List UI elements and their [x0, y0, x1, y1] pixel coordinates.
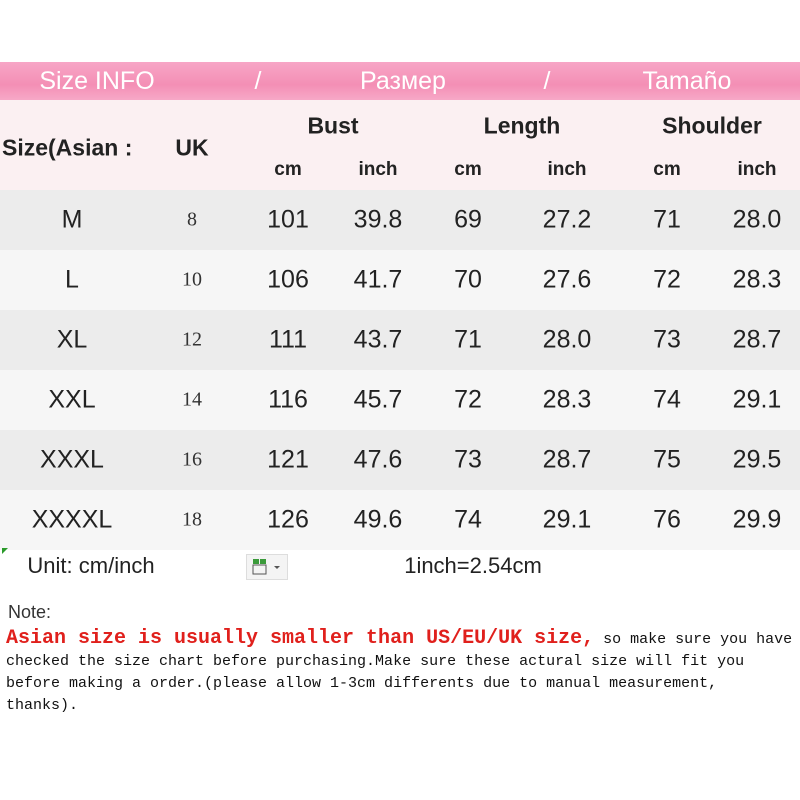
value-cell: 28.3 — [542, 385, 592, 414]
table-row: XXXL 16 121 47.6 73 28.7 75 29.5 — [0, 430, 800, 490]
banner-text: / — [543, 67, 551, 95]
value-cell: 10 — [182, 268, 202, 291]
value-cell: 12 — [182, 328, 202, 351]
table-header: Size(Asian : UK Bust Length Shoulder cm inch cm… — [0, 100, 800, 190]
banner-text: Size INFO — [39, 67, 155, 95]
corner-marker — [2, 548, 8, 554]
value-cell: 28.3 — [732, 265, 782, 294]
value-cell: 49.6 — [353, 505, 403, 534]
note-highlight: Asian size is usually smaller than US/EU… — [6, 627, 595, 650]
value-cell: 73 — [653, 325, 681, 354]
header-group: Length — [483, 112, 561, 139]
banner-text: Размер — [360, 67, 446, 95]
value-cell: 72 — [454, 385, 482, 414]
table-row: XXXXL 18 126 49.6 74 29.1 76 29.9 — [0, 490, 800, 550]
value-cell: 28.0 — [542, 325, 592, 354]
size-cell: XXXL — [40, 445, 104, 474]
banner-text: Tamaño — [642, 67, 732, 95]
conversion-note: 1inch=2.54cm — [404, 553, 542, 578]
value-cell: 8 — [187, 208, 197, 231]
note-body: so make sure you have checked the size c… — [6, 631, 793, 714]
value-cell: 76 — [653, 505, 681, 534]
value-cell: 29.1 — [542, 505, 592, 534]
value-cell: 73 — [454, 445, 482, 474]
table-row: L 10 106 41.7 70 27.6 72 28.3 — [0, 250, 800, 310]
table-row: XXL 14 116 45.7 72 28.3 74 29.1 — [0, 370, 800, 430]
banner: Size INFO / Размер / Tamaño — [0, 62, 800, 100]
value-cell: 69 — [454, 205, 482, 234]
size-cell: M — [61, 205, 83, 234]
header-unit: inch — [358, 159, 398, 180]
value-cell: 74 — [653, 385, 681, 414]
header-group: Bust — [307, 112, 359, 139]
value-cell: 45.7 — [353, 385, 403, 414]
header-unit: inch — [737, 159, 777, 180]
header-unit: inch — [547, 159, 587, 180]
value-cell: 27.6 — [542, 265, 592, 294]
note-text: Asian size is usually smaller than US/EU… — [6, 628, 796, 717]
value-cell: 28.7 — [542, 445, 592, 474]
value-cell: 116 — [268, 385, 308, 414]
value-cell: 28.0 — [732, 205, 782, 234]
header-unit: cm — [454, 159, 482, 180]
value-cell: 18 — [182, 508, 202, 531]
value-cell: 71 — [454, 325, 482, 354]
value-cell: 101 — [267, 205, 309, 234]
value-cell: 121 — [267, 445, 309, 474]
value-cell: 106 — [267, 265, 309, 294]
value-cell: 16 — [182, 448, 202, 471]
value-cell: 74 — [454, 505, 482, 534]
size-cell: XL — [56, 325, 88, 354]
table-row: M 8 101 39.8 69 27.2 71 28.0 — [0, 190, 800, 250]
value-cell: 126 — [267, 505, 309, 534]
banner-text: / — [254, 67, 262, 95]
size-cell: XXXXL — [31, 505, 113, 534]
paste-icon — [246, 554, 288, 580]
table-row: XL 12 111 43.7 71 28.0 73 28.7 — [0, 310, 800, 370]
note-label: Note: — [8, 602, 52, 622]
value-cell: 28.7 — [732, 325, 782, 354]
value-cell: 29.1 — [732, 385, 782, 414]
value-cell: 27.2 — [542, 205, 592, 234]
value-cell: 29.9 — [732, 505, 782, 534]
value-cell: 71 — [653, 205, 681, 234]
value-cell: 14 — [182, 388, 202, 411]
header-uk: UK — [175, 134, 209, 161]
value-cell: 72 — [653, 265, 681, 294]
size-cell: L — [65, 265, 79, 294]
header-group: Shoulder — [662, 112, 762, 139]
header-unit: cm — [274, 159, 302, 180]
size-cell: XXL — [48, 385, 96, 414]
value-cell: 47.6 — [353, 445, 403, 474]
unit-note: Unit: cm/inch — [27, 553, 155, 578]
value-cell: 29.5 — [732, 445, 782, 474]
value-cell: 43.7 — [353, 325, 403, 354]
value-cell: 39.8 — [353, 205, 403, 234]
value-cell: 75 — [653, 445, 681, 474]
value-cell: 111 — [268, 325, 308, 354]
header-unit: cm — [653, 159, 681, 180]
value-cell: 70 — [454, 265, 482, 294]
value-cell: 41.7 — [353, 265, 403, 294]
header-size: Size(Asian : — [2, 134, 133, 161]
